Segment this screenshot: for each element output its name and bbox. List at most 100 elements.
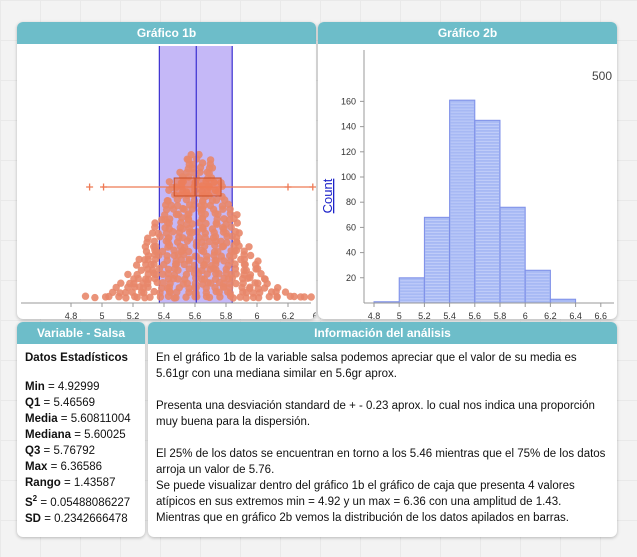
data-dot <box>218 202 227 210</box>
data-dot <box>130 280 138 288</box>
x-tick-label: 5.2 <box>127 311 140 319</box>
x-tick-label: 5 <box>397 311 402 319</box>
data-dot <box>215 288 223 296</box>
data-dot <box>116 289 124 297</box>
data-dot <box>212 196 221 204</box>
data-dot <box>190 261 199 270</box>
data-dot <box>191 252 199 260</box>
data-dot <box>212 266 220 274</box>
data-dot <box>239 279 247 287</box>
data-dot <box>166 215 174 223</box>
data-dot <box>233 211 241 219</box>
data-dot <box>132 261 141 269</box>
data-dot <box>226 289 234 297</box>
data-dot <box>240 247 248 255</box>
data-dot <box>164 269 172 278</box>
x-tick-label: 6.2 <box>544 311 557 319</box>
data-dot <box>185 247 193 256</box>
data-dot <box>208 164 217 172</box>
data-dot <box>307 293 315 301</box>
y-tick-label: 20 <box>346 273 356 283</box>
data-dot <box>144 275 153 284</box>
analysis-panel: Información del análisis En el gráfico 1… <box>148 322 617 537</box>
x-tick-label: 6.4 <box>313 311 316 319</box>
panel-title: Gráfico 2b <box>318 22 617 44</box>
y-axis-label: Count <box>320 178 335 213</box>
data-dot <box>184 216 193 224</box>
histogram-bar <box>474 119 501 304</box>
data-dot <box>152 247 160 256</box>
count-label: 500 <box>592 69 612 83</box>
data-dot <box>182 270 191 279</box>
analysis-paragraph: En el gráfico 1b de la variable salsa po… <box>156 352 577 380</box>
data-dot <box>214 210 222 218</box>
data-dot <box>191 283 199 291</box>
data-dot <box>246 251 255 260</box>
data-dot <box>260 275 269 283</box>
data-dot <box>158 247 167 256</box>
data-dot <box>170 246 178 254</box>
stat-q1: Q1 = 5.46569 <box>25 397 96 409</box>
data-dot <box>124 270 132 279</box>
data-dot <box>174 210 182 218</box>
histogram-chart: 20 40 60 80 100 120 140 160 4.8 5 5.2 5.4 5.6 5.8 6 6.2… <box>320 50 614 319</box>
data-dot <box>154 229 162 238</box>
data-dot <box>273 293 281 301</box>
data-dot <box>254 285 262 293</box>
x-tick-label: 5.6 <box>469 311 482 319</box>
data-dot <box>253 264 262 273</box>
data-dot <box>150 237 158 245</box>
data-dot <box>201 242 209 250</box>
data-dot <box>254 279 262 287</box>
x-tick-label: 6 <box>523 311 528 319</box>
data-dot <box>180 205 188 213</box>
panel-title: Gráfico 1b <box>17 22 316 44</box>
data-dot <box>148 229 157 237</box>
data-dot <box>176 168 184 177</box>
data-dot <box>235 229 243 237</box>
data-dot <box>281 288 290 296</box>
data-dot <box>137 266 146 274</box>
data-dot <box>187 151 195 159</box>
histogram-bar <box>398 277 425 304</box>
y-tick-label: 40 <box>346 248 356 258</box>
data-dot <box>220 279 228 288</box>
data-dot <box>164 234 172 242</box>
data-dot <box>221 196 229 204</box>
x-tick-label: 5.4 <box>443 311 456 319</box>
data-dot <box>150 287 158 296</box>
analysis-paragraph: Presenta una desviación standard de + - … <box>156 400 595 428</box>
data-dot <box>159 279 167 287</box>
data-dot <box>232 270 240 278</box>
chart-panel-2b: Gráfico 2b 20 40 60 80 100 120 140 160 4.8 5 5.2 5.… <box>318 22 617 319</box>
outlier-marker <box>86 183 94 191</box>
data-dot <box>198 159 207 167</box>
x-tick-label: 5.8 <box>220 311 233 319</box>
data-dot <box>172 294 180 302</box>
data-dot <box>172 260 181 268</box>
chart-panel-1b: Gráfico 1b 4.855.25.45.65.866.26.4Salsa … <box>17 22 316 319</box>
stat-variance: S2 = 0.05488086227 <box>25 494 131 509</box>
x-tick-label: 6.2 <box>282 311 295 319</box>
data-dot <box>122 294 130 302</box>
analysis-paragraph: Se puede visualizar dentro del gráfico 1… <box>156 480 575 508</box>
panel-title: Variable - Salsa <box>17 322 145 344</box>
stat-mediana: Mediana = 5.60025 <box>25 429 126 441</box>
data-dot <box>117 279 125 287</box>
data-dot <box>91 293 99 302</box>
data-dot <box>173 202 182 210</box>
outlier-marker <box>284 183 292 191</box>
y-tick-label: 120 <box>341 147 356 157</box>
outlier-marker <box>100 183 108 191</box>
data-dot <box>223 239 231 247</box>
data-dot <box>150 269 158 277</box>
data-dot <box>300 293 309 301</box>
data-dot <box>133 293 141 302</box>
stats-heading: Datos Estadísticos <box>25 352 128 364</box>
data-dot <box>202 284 210 292</box>
stat-rango: Rango = 1.43587 <box>25 477 116 489</box>
x-tick-label: 6.4 <box>569 311 582 319</box>
y-tick-label: 80 <box>346 197 356 207</box>
stat-sd: SD = 0.2342666478 <box>25 512 128 525</box>
histogram-bar <box>524 269 551 304</box>
